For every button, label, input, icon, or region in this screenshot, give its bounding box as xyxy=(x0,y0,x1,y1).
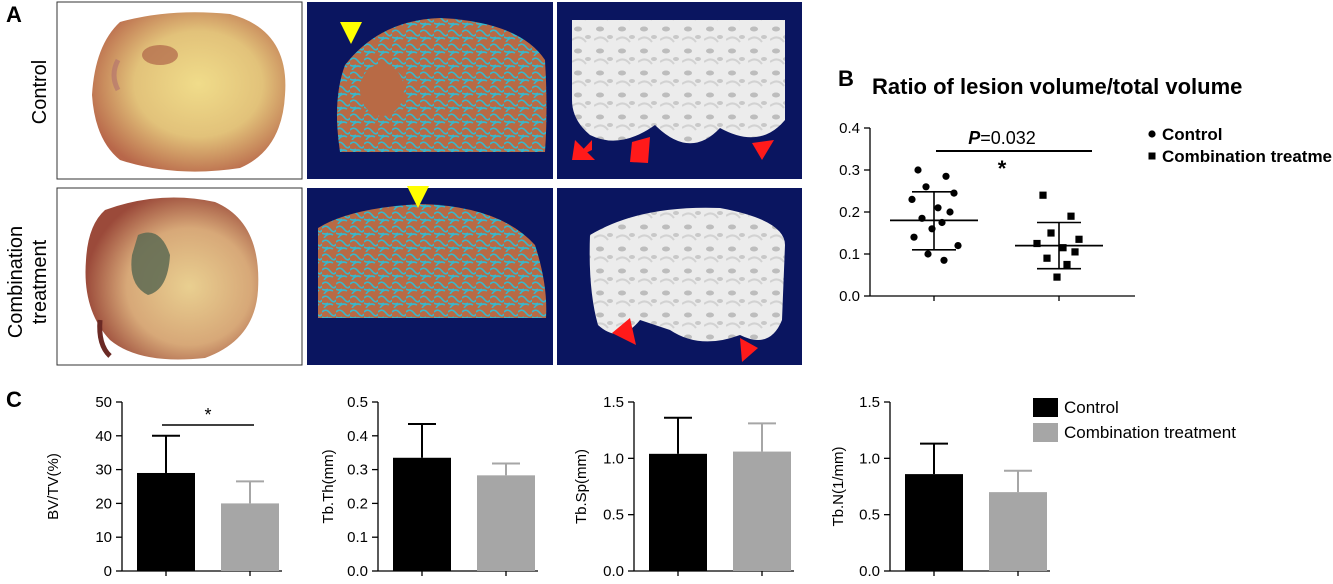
ct-slice-control xyxy=(307,2,553,179)
legend-swatch-combination xyxy=(1033,423,1058,442)
red-arrowhead-icon xyxy=(740,338,758,362)
y-axis-label: Tb.Th(mm) xyxy=(320,449,337,523)
y-tick-label: 0.1 xyxy=(347,529,368,546)
legend-swatch-control xyxy=(1033,398,1058,417)
y-tick-label: 0.5 xyxy=(347,394,368,411)
ct-slice-combination xyxy=(307,186,553,365)
point-control xyxy=(954,242,962,250)
chart-b-title: Ratio of lesion volume/total volume xyxy=(872,74,1242,99)
p-label: P xyxy=(968,128,981,148)
panel-label-c: C xyxy=(6,387,22,412)
y-axis-label: BV/TV(%) xyxy=(45,453,62,520)
point-combination xyxy=(1063,260,1071,269)
point-combination xyxy=(1075,235,1083,243)
point-control xyxy=(942,172,950,180)
point-combination xyxy=(1039,191,1047,199)
y-tick-label: 0 xyxy=(104,563,112,579)
y-axis-label: Tb.N(1/mm) xyxy=(830,447,847,527)
point-control xyxy=(946,208,954,216)
point-control xyxy=(934,204,942,212)
chart-b: 0.0 0.1 0.2 0.3 0.4 P=0.032 * Control Combinatio… xyxy=(839,120,1333,305)
y-tick-label-b: 0.0 xyxy=(839,288,860,305)
point-control xyxy=(940,256,948,264)
y-tick-label: 0.0 xyxy=(347,563,368,579)
panel-label-b: B xyxy=(838,66,854,91)
bar-control xyxy=(905,474,963,571)
legend-label-control: Control xyxy=(1064,398,1119,417)
y-tick-label: 0.2 xyxy=(347,495,368,512)
legend-marker-control-b xyxy=(1148,130,1156,138)
y-tick-label: 50 xyxy=(95,394,112,411)
row-label-combination-line1: Combination xyxy=(5,226,27,338)
chart-c3: 0.0 0.5 1.0 1.5 Tb.Sp(mm) xyxy=(573,394,794,580)
y-tick-label: 1.5 xyxy=(603,394,624,411)
point-control xyxy=(924,250,932,258)
row-label-combination-line2: treatment xyxy=(29,239,51,324)
p-value: =0.032 xyxy=(980,128,1036,148)
y-tick-label: 1.0 xyxy=(603,450,624,467)
legend-label-combination-b: Combination treatment xyxy=(1162,147,1333,166)
y-tick-label: 0.0 xyxy=(859,563,880,579)
y-tick-label-b: 0.3 xyxy=(839,162,860,179)
chart-c4: 0.0 0.5 1.0 1.5 Tb.N(1/mm) xyxy=(830,394,1050,580)
point-control xyxy=(922,183,930,191)
legend-c: Control Combination treatment xyxy=(1033,398,1236,442)
y-tick-label: 20 xyxy=(95,495,112,512)
yellow-arrowhead-icon xyxy=(340,22,362,44)
point-combination xyxy=(1043,254,1051,262)
y-tick-label: 1.5 xyxy=(859,394,880,411)
bar-combination xyxy=(221,503,279,571)
red-arrowhead-icon xyxy=(572,140,595,160)
point-control xyxy=(910,233,918,241)
y-tick-label: 0.5 xyxy=(603,507,624,524)
y-tick-label-b: 0.4 xyxy=(839,120,860,137)
chart-c2: 0.0 0.1 0.2 0.3 0.4 0.5 Tb.Th(mm) xyxy=(320,394,538,580)
panel-label-a: A xyxy=(6,2,22,27)
point-combination xyxy=(1059,244,1067,252)
bar-combination xyxy=(477,475,535,571)
significance-star-b: * xyxy=(998,156,1007,181)
p-value-text: P=0.032 xyxy=(968,128,1036,148)
y-tick-label: 0.3 xyxy=(347,462,368,479)
y-tick-label-b: 0.2 xyxy=(839,204,860,221)
red-arrowhead-icon xyxy=(630,137,650,163)
point-control xyxy=(908,195,916,203)
y-tick-label-b: 0.1 xyxy=(839,246,860,263)
y-tick-label: 0.5 xyxy=(859,507,880,524)
significance-star-c1: * xyxy=(204,405,211,425)
y-tick-label: 10 xyxy=(95,529,112,546)
y-axis-label: Tb.Sp(mm) xyxy=(573,449,590,524)
chart-c-group: 0 10 20 30 40 50 BV/TV(%) * 0.0 0.1 0.2 0.3 0.4 0.5 Tb… xyxy=(45,394,1050,580)
legend-label-combination: Combination treatment xyxy=(1064,423,1236,442)
point-combination xyxy=(1071,248,1079,256)
photo-control-specimen xyxy=(56,1,303,180)
y-tick-label: 40 xyxy=(95,428,112,445)
row-label-control: Control xyxy=(29,60,51,124)
ct-3d-combination xyxy=(557,188,802,365)
point-combination xyxy=(1047,229,1055,237)
photo-combination-specimen xyxy=(56,187,303,366)
chart-c1: 0 10 20 30 40 50 BV/TV(%) * xyxy=(45,394,282,580)
bar-combination xyxy=(733,451,791,571)
point-combination xyxy=(1053,273,1061,281)
bar-combination xyxy=(989,492,1047,571)
bar-control xyxy=(137,472,195,571)
point-combination xyxy=(1033,239,1041,248)
bar-control xyxy=(649,453,707,571)
yellow-arrowhead-icon xyxy=(407,186,429,208)
y-tick-label: 30 xyxy=(95,462,112,479)
ct-3d-control xyxy=(557,2,802,179)
legend-marker-combination-b xyxy=(1148,152,1156,160)
bar-control xyxy=(393,457,451,571)
point-control xyxy=(914,166,922,174)
y-tick-label: 0.0 xyxy=(603,563,624,579)
y-tick-label: 0.4 xyxy=(347,428,368,445)
point-combination xyxy=(1067,212,1075,220)
y-tick-label: 1.0 xyxy=(859,450,880,467)
red-arrowhead-icon xyxy=(752,140,774,160)
red-arrowhead-icon xyxy=(612,318,636,345)
point-control xyxy=(950,189,958,197)
legend-label-control-b: Control xyxy=(1162,125,1222,144)
